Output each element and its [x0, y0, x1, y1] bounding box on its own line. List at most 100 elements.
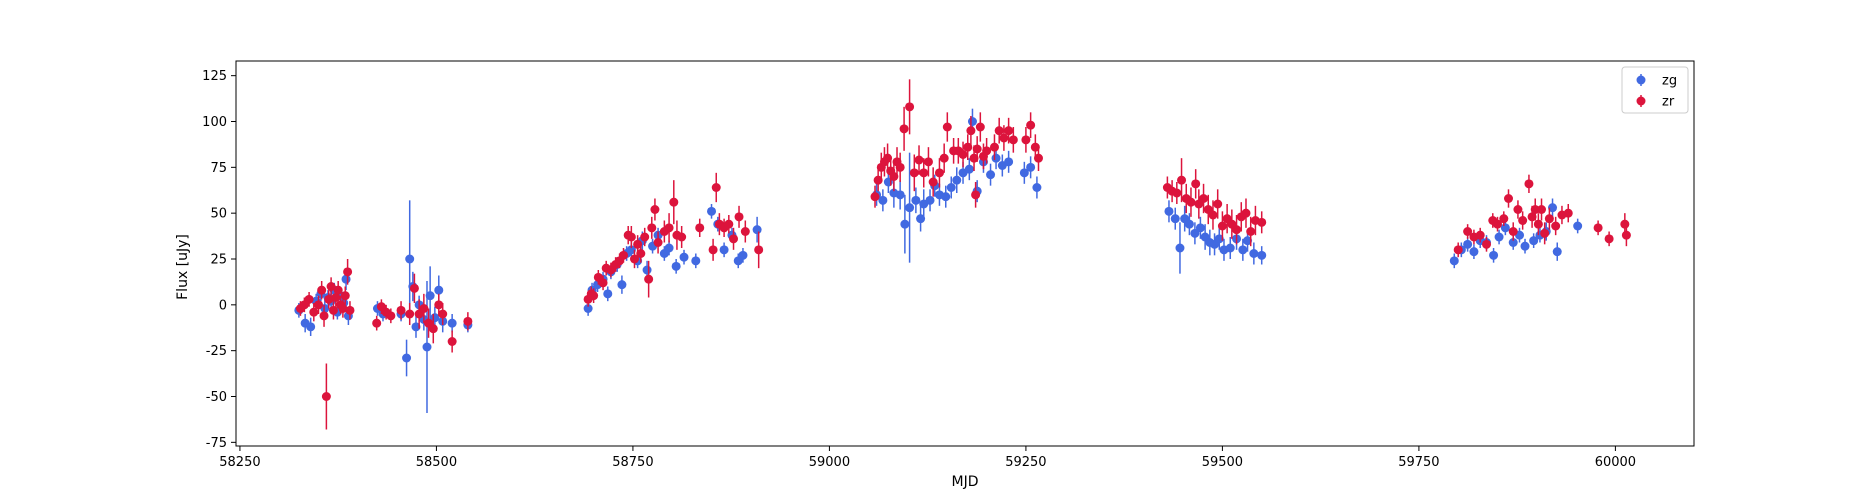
point-zg-118 — [1548, 203, 1558, 213]
point-zg-61 — [895, 190, 905, 200]
point-zr-138 — [1513, 205, 1523, 214]
point-zr-80 — [914, 155, 924, 165]
point-zg-86 — [1170, 214, 1180, 224]
point-zr-37 — [598, 278, 608, 288]
point-zr-22 — [396, 305, 406, 315]
point-zg-102 — [1257, 250, 1267, 260]
point-zg-52 — [719, 245, 729, 255]
data-layer — [294, 79, 1631, 430]
point-zg-56 — [752, 225, 762, 235]
point-zg-23 — [422, 342, 432, 352]
point-zr-54 — [664, 223, 674, 233]
point-zg-37 — [617, 280, 627, 290]
point-zg-84 — [1032, 183, 1042, 192]
point-zr-29 — [434, 300, 444, 310]
point-zr-124 — [1241, 208, 1251, 218]
point-zg-79 — [991, 153, 1001, 163]
point-zg-110 — [1494, 232, 1504, 242]
point-zr-24 — [409, 283, 419, 293]
point-zg-30 — [583, 304, 593, 313]
point-zr-23 — [405, 309, 415, 319]
point-zg-71 — [946, 183, 956, 192]
x-axis-label: MJD — [952, 474, 979, 490]
point-zg-95 — [1214, 234, 1224, 244]
x-tick-label-59000: 59000 — [809, 455, 850, 470]
point-zr-47 — [636, 249, 646, 258]
point-zr-81 — [919, 168, 929, 178]
point-zr-2 — [304, 294, 314, 304]
point-zr-44 — [626, 232, 636, 242]
point-zr-150 — [1593, 223, 1603, 233]
point-zg-89 — [1184, 219, 1194, 229]
point-zr-140 — [1524, 179, 1534, 189]
point-zr-127 — [1257, 217, 1267, 227]
x-tick-label-58500: 58500 — [416, 455, 457, 470]
point-zr-26 — [419, 304, 429, 313]
point-zr-4 — [314, 300, 324, 310]
point-zr-99 — [994, 126, 1004, 136]
point-zr-85 — [939, 153, 949, 163]
point-zg-2 — [306, 322, 316, 332]
legend-marker-zg — [1636, 75, 1646, 85]
point-zg-26 — [434, 285, 444, 295]
y-tick-label--75: -75 — [206, 436, 227, 451]
point-zr-118 — [1213, 199, 1223, 209]
y-tick-label--50: -50 — [206, 390, 227, 405]
point-zr-74 — [889, 172, 899, 181]
plot-frame — [235, 60, 1695, 447]
point-zr-83 — [928, 177, 938, 187]
point-zr-57 — [677, 232, 687, 242]
point-zg-109 — [1489, 250, 1499, 260]
point-zr-64 — [729, 234, 739, 244]
x-tick-label-59500: 59500 — [1202, 455, 1243, 470]
y-tick-label--25: -25 — [206, 344, 227, 359]
point-zg-34 — [603, 289, 613, 299]
point-zr-30 — [438, 309, 448, 319]
point-zr-42 — [618, 250, 628, 260]
point-zg-115 — [1529, 236, 1539, 246]
point-zr-135 — [1499, 214, 1509, 224]
point-zr-5 — [317, 285, 327, 295]
x-tick-label-58750: 58750 — [612, 455, 653, 470]
point-zr-28 — [428, 324, 438, 334]
point-zr-117 — [1208, 210, 1218, 220]
point-zg-64 — [911, 195, 921, 205]
point-zr-6 — [319, 311, 329, 321]
point-zg-17 — [402, 353, 412, 363]
point-zr-100 — [999, 133, 1009, 143]
point-zr-98 — [989, 142, 999, 152]
point-zr-17 — [345, 305, 355, 315]
point-zr-9 — [326, 282, 336, 291]
point-zg-75 — [967, 117, 977, 126]
point-zr-146 — [1544, 214, 1554, 224]
point-zr-16 — [343, 267, 353, 277]
point-zr-128 — [1453, 245, 1463, 255]
point-zg-112 — [1508, 238, 1518, 247]
point-zr-52 — [653, 238, 663, 247]
point-zr-46 — [633, 239, 643, 249]
point-zr-50 — [647, 223, 657, 233]
point-zg-70 — [941, 192, 951, 202]
point-zg-72 — [952, 175, 962, 185]
point-zr-94 — [972, 144, 982, 154]
point-zg-50 — [707, 206, 717, 216]
point-zr-51 — [650, 205, 660, 214]
point-zr-55 — [669, 197, 679, 207]
point-zr-144 — [1537, 205, 1547, 214]
legend-box — [1621, 66, 1689, 114]
point-zr-147 — [1551, 221, 1561, 231]
point-zr-105 — [1030, 142, 1040, 152]
point-zr-66 — [740, 227, 750, 236]
point-zr-119 — [1217, 221, 1227, 231]
point-zr-132 — [1482, 239, 1492, 249]
point-zg-91 — [1195, 223, 1205, 233]
point-zr-68 — [870, 192, 880, 202]
legend-label-zr: zr — [1662, 95, 1675, 110]
point-zr-152 — [1620, 219, 1630, 229]
point-zg-42 — [642, 265, 652, 275]
point-zg-46 — [664, 243, 674, 253]
y-tick-label-0: 0 — [219, 298, 227, 313]
y-tick-label-75: 75 — [210, 161, 227, 176]
point-zr-149 — [1563, 208, 1573, 218]
